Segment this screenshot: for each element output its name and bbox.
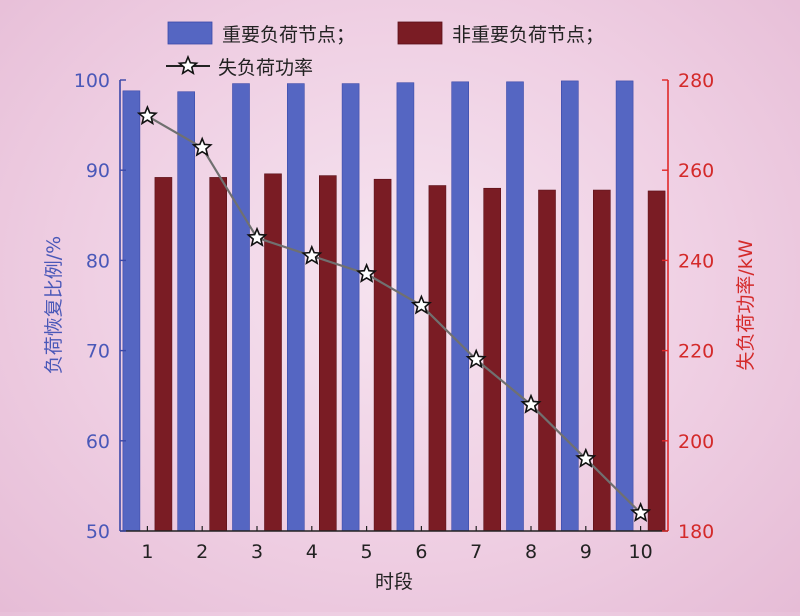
x-tick-label: 8 [525,541,537,563]
point-loss-8 [520,393,542,414]
legend-star-marker [177,54,199,75]
bar-important-9 [560,80,579,532]
left-tick-label: 100 [74,70,110,92]
point-loss-1 [136,104,158,126]
point-loss-9 [575,447,597,468]
legend-label-nonimportant: 非重要负荷节点； [452,24,604,46]
x-tick-label: 2 [196,541,208,563]
x-tick-label: 1 [141,541,153,563]
left-axis-title: 负荷恢复比例/% [43,236,65,374]
right-ticks: 180 200 220 240 260 280 [662,70,714,543]
bar-important-6 [396,82,415,532]
legend-label-important: 重要负荷节点； [222,24,355,46]
bar-important-10 [615,80,634,532]
point-loss-5 [356,262,378,283]
legend: 重要负荷节点； 非重要负荷节点； 失负荷功率 [166,21,604,79]
right-tick-label: 280 [678,70,714,92]
x-tick-label: 6 [415,541,427,563]
bar-nonimportant-6 [428,185,447,532]
bar-important-4 [286,83,305,532]
point-loss-4 [301,244,323,265]
bar-important-7 [451,81,470,532]
line-layer [136,104,652,522]
x-tick-label: 10 [629,541,653,563]
bars-layer [122,80,666,532]
right-tick-label: 180 [678,521,714,543]
bar-important-1 [122,90,141,532]
bar-nonimportant-3 [264,173,282,532]
x-tick-label: 7 [470,541,482,563]
right-tick-label: 260 [678,160,714,182]
bar-nonimportant-1 [154,177,173,532]
x-ticks: 1 2 3 4 5 6 7 8 9 10 [141,526,653,563]
bar-nonimportant-7 [483,187,502,532]
bar-important-8 [506,81,524,532]
point-loss-10 [630,501,652,522]
point-loss-6 [410,294,432,315]
bar-nonimportant-5 [373,178,392,532]
x-tick-label: 9 [580,541,592,563]
bar-important-5 [341,83,360,532]
left-tick-label: 50 [86,521,110,543]
x-tick-label: 3 [251,541,263,563]
bar-nonimportant-10 [647,190,666,532]
x-axis-title: 时段 [375,571,413,593]
left-tick-label: 60 [86,431,110,453]
right-tick-label: 240 [678,250,714,272]
legend-swatch-nonimportant [397,21,443,45]
bar-important-2 [177,91,195,532]
point-loss-7 [465,348,487,369]
bar-nonimportant-8 [538,189,556,532]
left-tick-label: 90 [86,160,110,182]
x-tick-label: 4 [306,541,318,563]
right-tick-label: 200 [678,431,714,453]
bar-nonimportant-2 [209,177,227,532]
left-ticks: 50 60 70 80 90 100 [74,70,126,543]
legend-swatch-important [167,21,213,45]
line-loss-power [146,115,642,514]
right-tick-label: 220 [678,341,714,363]
point-loss-3 [246,226,268,247]
legend-label-loss: 失负荷功率 [218,57,313,79]
right-axis-title: 失负荷功率/kW [735,239,757,370]
left-tick-label: 70 [86,341,110,363]
x-tick-label: 5 [361,541,373,563]
bar-important-3 [232,83,250,532]
point-loss-2 [191,136,213,157]
left-tick-label: 80 [86,250,110,272]
bar-nonimportant-4 [318,175,337,532]
